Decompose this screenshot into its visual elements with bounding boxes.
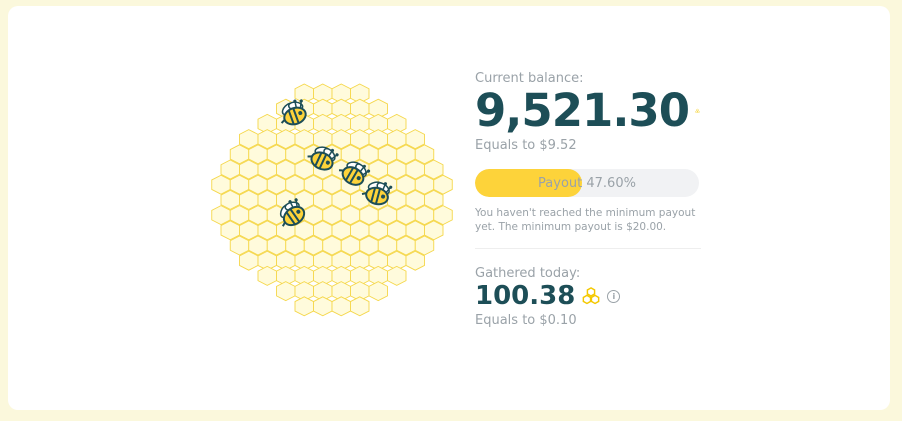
- payout-progress-label: Payout 47.60%: [538, 175, 636, 191]
- gathered-usd-equivalent: Equals to $0.10: [475, 313, 577, 328]
- divider: [475, 248, 701, 249]
- honeycomb-cell: [257, 265, 277, 286]
- honeycomb-cell: [387, 265, 407, 286]
- bee-icon: [361, 181, 393, 206]
- balance-usd-equivalent: Equals to $9.52: [475, 138, 577, 153]
- honeycomb-grid: [211, 83, 453, 317]
- honeycomb-cell: [414, 144, 435, 165]
- honeycomb-cell: [239, 250, 259, 271]
- honeycomb-cell: [414, 235, 435, 256]
- honeycomb-cell: [405, 129, 425, 150]
- bee-icon: [279, 198, 306, 227]
- honeycomb-cell: [424, 220, 444, 241]
- honeycomb-cell: [433, 174, 453, 195]
- honeycomb-cell: [424, 189, 444, 210]
- honeycomb-cell: [350, 296, 370, 317]
- honeycomb-cell: [368, 281, 388, 302]
- info-icon[interactable]: i: [607, 289, 621, 303]
- bees-group: [279, 99, 393, 227]
- honeycomb-cell: [405, 250, 425, 271]
- honeycomb-cell: [313, 296, 333, 317]
- payout-note: You haven't reached the minimum payout y…: [475, 207, 696, 233]
- honeycomb-icon: [582, 287, 600, 305]
- gathered-today-label: Gathered today:: [475, 266, 581, 281]
- beehive-illustration: [211, 83, 453, 317]
- balance-panel: Current balance: 9,521.30 Equals to $9.5…: [475, 71, 701, 329]
- honeycomb-cell: [433, 205, 453, 226]
- payout-progress-bar: Payout 47.60%: [475, 169, 699, 197]
- honeycomb-icon: [695, 108, 700, 114]
- honeycomb-cell: [276, 281, 296, 302]
- honeycomb-cell: [331, 296, 351, 317]
- bee-icon: [338, 161, 371, 186]
- bee-icon: [280, 99, 307, 126]
- payout-progress-fill: [475, 169, 582, 197]
- gathered-today-value: 100.38: [475, 281, 576, 311]
- honeycomb-cell: [294, 296, 314, 317]
- honeycomb-cell: [424, 159, 444, 180]
- current-balance-label: Current balance:: [475, 71, 584, 86]
- current-balance-value: 9,521.30: [475, 84, 690, 137]
- balance-card: Current balance: 9,521.30 Equals to $9.5…: [8, 6, 890, 410]
- bee-icon: [307, 146, 339, 171]
